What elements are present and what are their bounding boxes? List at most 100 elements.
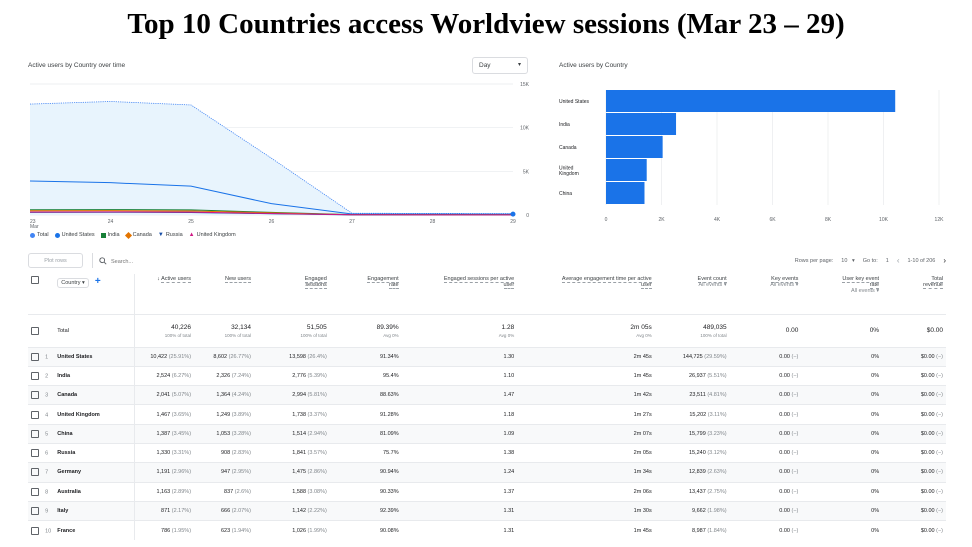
table-cell: 1m 30s [517, 500, 655, 521]
table-row[interactable]: 4 United Kingdom 1,467 (3.65%) 1,249 (3.89%… [28, 404, 946, 425]
user-key-event-rate: 0% [871, 488, 880, 495]
header-event-count[interactable]: Event count All events ▾ [655, 274, 730, 314]
prev-page-icon[interactable]: ‹ [896, 256, 900, 265]
header-engagement-rate[interactable]: Engagement rate [330, 274, 402, 314]
event-filter-dropdown[interactable]: All events ▾ [698, 282, 727, 288]
row-checkbox[interactable] [31, 429, 39, 438]
table-cell: Russia [54, 442, 135, 463]
engaged-sessions-per-user: 1.38 [503, 450, 515, 457]
table-row[interactable]: 3 Canada 2,041 (5.07%) 1,364 (4.24%) 2,994 (… [28, 385, 946, 405]
table-cell: 10 [28, 520, 55, 540]
header-label: Average engagement time per active [561, 276, 652, 283]
table-cell: 75.7% [329, 442, 402, 463]
next-page-icon[interactable]: › [943, 256, 946, 265]
header-engaged-sessions[interactable]: Engaged sessions [254, 274, 330, 314]
row-checkbox[interactable] [31, 410, 39, 419]
rate-filter-dropdown[interactable]: All events ▾ [850, 288, 880, 294]
table-cell: 0.00 (−) [729, 385, 802, 405]
x-tick-label: 4K [714, 217, 721, 223]
user-key-event-rate: 0% [871, 353, 880, 360]
event-count: 26,937 [688, 372, 706, 379]
table-row[interactable]: 9 Italy 871 (2.17%) 666 (2.07%) 1,142 (2.22%… [28, 500, 946, 521]
granularity-dropdown[interactable]: Day ▾ [472, 57, 528, 74]
total-revenue-pct: (−) [936, 450, 943, 457]
table-row[interactable]: 5 China 1,387 (3.45%) 1,053 (3.28%) 1,514 (2… [28, 423, 946, 444]
row-checkbox[interactable] [31, 468, 39, 477]
header-new-users[interactable]: New users [194, 274, 254, 314]
search-input[interactable] [111, 259, 191, 265]
key-events-pct: (−) [791, 430, 799, 437]
active-users-pct: (1.95%) [171, 527, 192, 534]
legend-item-russia[interactable]: ▼ Russia [158, 232, 183, 238]
table-cell: 26,937 (5.51%) [654, 365, 730, 386]
row-checkbox[interactable] [31, 352, 39, 361]
total-revenue: $0.00 [920, 450, 935, 457]
row-checkbox[interactable] [31, 449, 39, 458]
table-row[interactable]: 8 Australia 1,163 (2.89%) 837 (2.6%) 1,588 (… [28, 481, 946, 502]
bar-category-label: Canada [559, 145, 577, 151]
table-cell: 666 (2.07%) [194, 500, 254, 521]
add-dimension-icon[interactable]: + [94, 276, 101, 287]
table-cell: 0% [801, 346, 883, 367]
legend-item-total[interactable]: Total [30, 232, 49, 238]
table-row[interactable]: 10 France 786 (1.95%) 623 (1.94%) 1,026 (1.9… [28, 520, 946, 540]
select-all-checkbox[interactable] [31, 276, 39, 284]
legend-label: United Kingdom [196, 232, 236, 238]
plot-rows-button[interactable]: Plot rows [28, 253, 83, 268]
row-checkbox[interactable] [31, 526, 39, 535]
legend-item-uk[interactable]: ▲ United Kingdom [189, 232, 236, 238]
engaged-sessions-per-user: 1.37 [503, 488, 515, 495]
row-checkbox[interactable] [31, 487, 39, 496]
goto-input[interactable]: 1 [885, 257, 889, 264]
event-count-pct: (29.59%) [704, 353, 727, 360]
table-row[interactable]: 7 Germany 1,191 (2.96%) 947 (2.95%) 1,475 (2… [28, 462, 946, 483]
table-cell: 1,330 (3.31%) [134, 442, 195, 463]
totals-checkbox[interactable] [31, 326, 39, 335]
search-box[interactable] [92, 253, 191, 268]
event-count: 15,202 [689, 411, 707, 418]
avg-engagement-time: 1m 42s [633, 392, 652, 399]
header-key-events[interactable]: Key events All events ▾ [730, 274, 802, 314]
event-count: 15,240 [688, 450, 706, 457]
total-value: 51,505 [306, 323, 327, 331]
table-row[interactable]: 1 United States 10,422 (25.91%) 8,602 (26.7… [28, 346, 946, 367]
table-cell: 0.00 (−) [729, 423, 802, 444]
table-cell: France [54, 520, 135, 540]
header-total-revenue[interactable]: Total revenue [882, 274, 946, 314]
total-value: 89.39% [376, 323, 399, 331]
table-cell: 0.00 (−) [729, 346, 802, 367]
totals-user-key-event-rate: 0% [801, 313, 883, 347]
event-count-pct: (2.63%) [707, 469, 727, 476]
dimension-selector[interactable]: Country ▾ [57, 278, 89, 288]
header-label: Event count [697, 276, 727, 283]
sort-desc-icon: ↓ [157, 276, 160, 282]
legend-item-india[interactable]: India [100, 232, 120, 238]
total-sub: Avg 0% [383, 332, 399, 338]
row-number: 4 [45, 411, 49, 418]
header-label: user [641, 282, 652, 289]
table-row[interactable]: 6 Russia 1,330 (3.31%) 908 (2.83%) 1,841 (3.… [28, 442, 946, 463]
row-checkbox[interactable] [31, 391, 39, 400]
engaged-sessions: 1,588 [292, 488, 306, 495]
header-label: Key events [771, 276, 799, 283]
event-count: 13,437 [688, 488, 706, 495]
table-cell: 1m 45s [517, 365, 655, 386]
row-number: 9 [45, 508, 49, 515]
header-active-users[interactable]: ↓ Active users [134, 274, 194, 314]
key-event-filter-dropdown[interactable]: All events ▾ [770, 282, 799, 288]
table-cell: 0.00 (−) [729, 442, 802, 463]
page-range: 1-10 of 206 [907, 257, 936, 264]
legend-item-canada[interactable]: Canada [124, 231, 152, 239]
rows-per-page-select[interactable]: 10 ▾ [841, 258, 854, 264]
active-users: 2,524 [156, 372, 171, 379]
header-user-key-event-rate[interactable]: User key event rate All events ▾ [801, 274, 882, 314]
table-row[interactable]: 2 India 2,524 (6.27%) 2,326 (7.24%) 2,776 (5… [28, 365, 946, 386]
header-engaged-sessions-per-user[interactable]: Engaged sessions per active user [402, 274, 518, 314]
row-checkbox[interactable] [31, 371, 39, 380]
header-avg-engagement-time[interactable]: Average engagement time per active user [517, 274, 655, 314]
engaged-sessions-pct: (2.22%) [307, 508, 327, 515]
event-count: 23,511 [689, 392, 706, 399]
series-line-us [29, 180, 514, 215]
row-checkbox[interactable] [31, 507, 39, 516]
legend-item-us[interactable]: United States [54, 232, 95, 238]
